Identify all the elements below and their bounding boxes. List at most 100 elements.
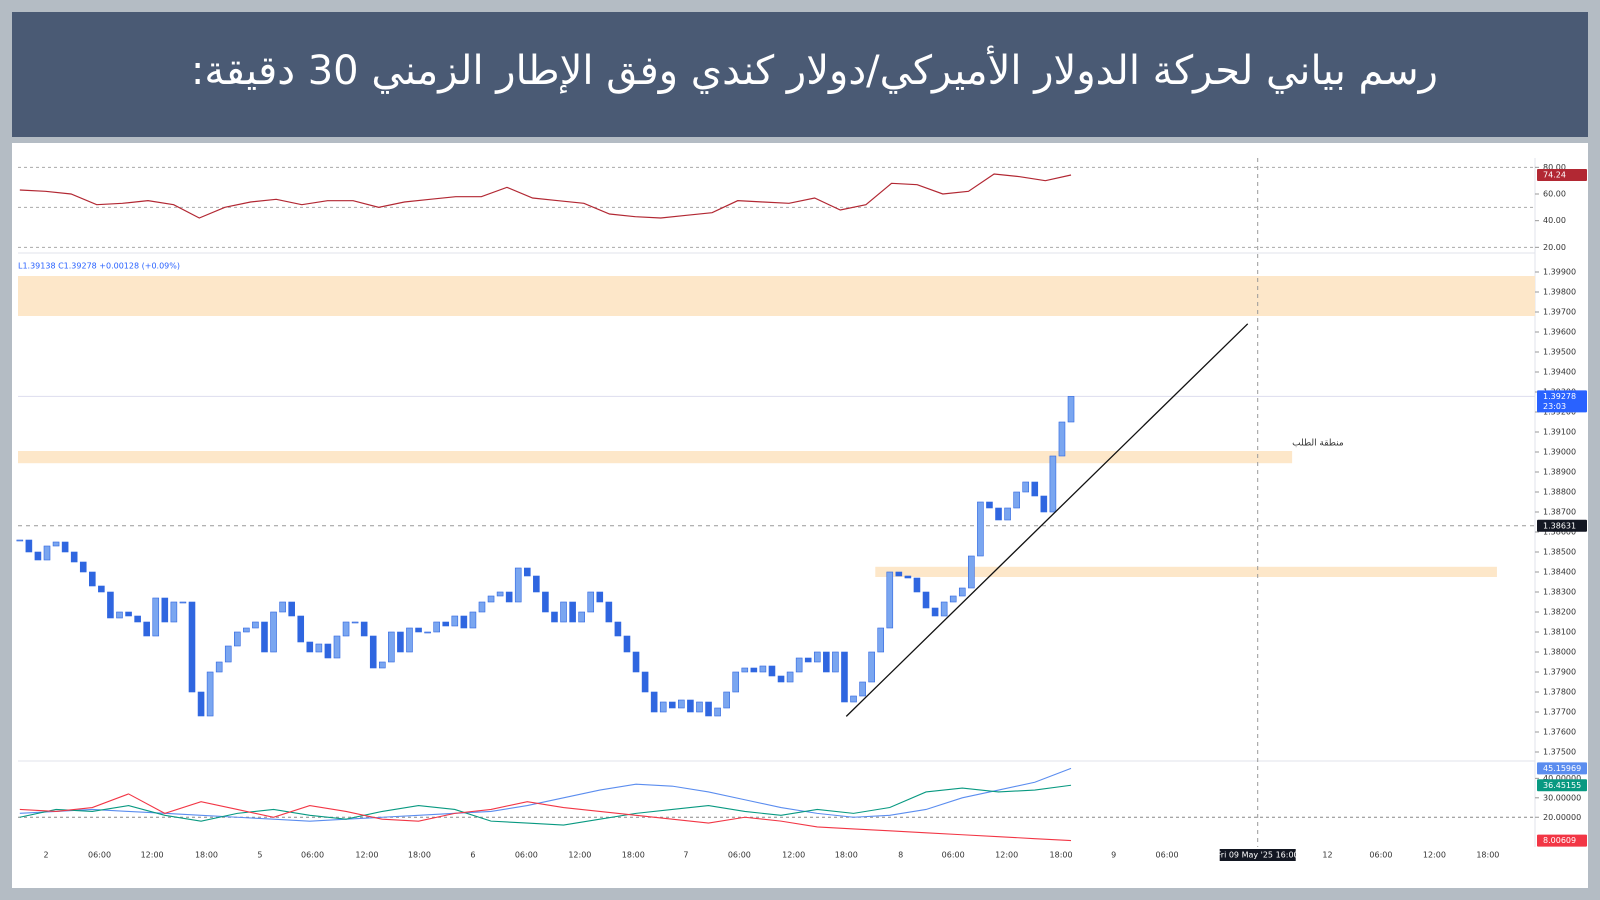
- x-tick-label: 18:00: [1476, 851, 1499, 860]
- candle: [750, 667, 758, 673]
- rsi-line: [19, 173, 1072, 219]
- price-box-label: 36.45155: [1543, 781, 1581, 790]
- x-tick-label: 18:00: [1050, 851, 1073, 860]
- candle: [424, 631, 431, 634]
- zone: [18, 276, 1535, 316]
- candle: [668, 701, 676, 709]
- y-tick-label: 1.37500: [1543, 748, 1576, 757]
- y-tick-label: 1.37700: [1543, 708, 1576, 717]
- crosshair-x-label: Fri 09 May '25 16:00: [1217, 851, 1299, 860]
- candle: [496, 591, 504, 597]
- x-tick-label: 18:00: [195, 851, 218, 860]
- candle: [315, 643, 323, 653]
- candle: [777, 675, 785, 683]
- title: رسم بياني لحركة الدولار الأميركي/دولار ك…: [190, 48, 1438, 94]
- candle: [152, 597, 160, 637]
- candle: [288, 601, 295, 617]
- price-box: [1537, 390, 1587, 413]
- countdown: 23:03: [1543, 402, 1566, 411]
- candle: [505, 591, 513, 603]
- candle: [687, 699, 694, 713]
- x-tick-label: 18:00: [622, 851, 645, 860]
- candle: [759, 665, 767, 673]
- candle: [533, 575, 540, 593]
- y-tick-label: 40.00000: [1543, 774, 1581, 783]
- x-tick-label: 06:00: [1156, 851, 1179, 860]
- x-tick-label: 06:00: [728, 851, 751, 860]
- candle: [16, 539, 24, 542]
- candle: [369, 635, 377, 669]
- x-tick-label: 12:00: [141, 851, 164, 860]
- candle: [415, 627, 422, 633]
- candle: [1049, 455, 1057, 513]
- zone: [875, 566, 1497, 577]
- candle: [243, 627, 250, 633]
- y-tick-label: 1.39000: [1543, 448, 1576, 457]
- candle: [89, 571, 96, 587]
- y-tick-label: 1.39900: [1543, 268, 1576, 277]
- price-box: [1537, 169, 1587, 182]
- candle: [940, 601, 948, 617]
- price-box-label: 8.00609: [1543, 836, 1576, 845]
- candle: [895, 571, 903, 577]
- candle: [143, 621, 150, 637]
- y-tick-label: 1.38900: [1543, 468, 1576, 477]
- y-tick-label: 1.39100: [1543, 428, 1576, 437]
- candle: [1067, 396, 1075, 423]
- candle: [234, 631, 241, 647]
- candle: [197, 691, 205, 717]
- x-tick-label: 06:00: [515, 851, 538, 860]
- candle: [795, 657, 803, 673]
- candle: [451, 615, 459, 627]
- price-box: [1537, 834, 1587, 847]
- candle: [904, 575, 912, 579]
- candle: [360, 621, 368, 637]
- candle: [297, 615, 305, 643]
- candle: [224, 645, 232, 663]
- candle: [25, 539, 33, 553]
- crosshair-x-box: [1219, 849, 1296, 861]
- candle: [551, 611, 558, 623]
- candle: [768, 665, 776, 677]
- y-tick-label: 1.39800: [1543, 288, 1576, 297]
- candle: [968, 555, 975, 589]
- candle: [913, 577, 921, 593]
- candle: [605, 601, 613, 623]
- x-tick-label: 18:00: [835, 851, 858, 860]
- candle: [813, 651, 821, 663]
- candle: [1040, 495, 1048, 513]
- candle: [378, 661, 386, 669]
- candle: [52, 541, 60, 547]
- candle: [523, 567, 531, 577]
- candle: [433, 621, 440, 633]
- x-tick-label: 06:00: [942, 851, 965, 860]
- y-tick-label: 20.00: [1543, 243, 1566, 252]
- candle: [125, 611, 132, 617]
- x-tick-label: 12: [1322, 851, 1332, 860]
- dmi-line: [19, 767, 1072, 822]
- candle: [714, 707, 721, 717]
- candle: [487, 595, 495, 603]
- price-box-label: 1.38631: [1543, 521, 1576, 530]
- candle: [696, 701, 703, 713]
- candle: [958, 587, 966, 597]
- candle: [406, 627, 413, 653]
- x-tick-label: 12:00: [782, 851, 805, 860]
- candle: [922, 591, 930, 609]
- candle: [542, 591, 549, 613]
- candle: [832, 651, 839, 673]
- x-tick-label: 12:00: [995, 851, 1018, 860]
- y-tick-label: 1.38600: [1543, 528, 1576, 537]
- candle: [650, 691, 658, 713]
- y-tick-label: 1.39400: [1543, 368, 1576, 377]
- candle: [786, 671, 794, 683]
- candle: [623, 635, 631, 653]
- candle: [587, 591, 595, 613]
- candle: [324, 643, 332, 659]
- candle: [514, 567, 522, 603]
- y-tick-label: 1.38000: [1543, 648, 1576, 657]
- price-box: [1537, 519, 1587, 532]
- price-box: [1537, 762, 1587, 775]
- candle: [397, 631, 404, 653]
